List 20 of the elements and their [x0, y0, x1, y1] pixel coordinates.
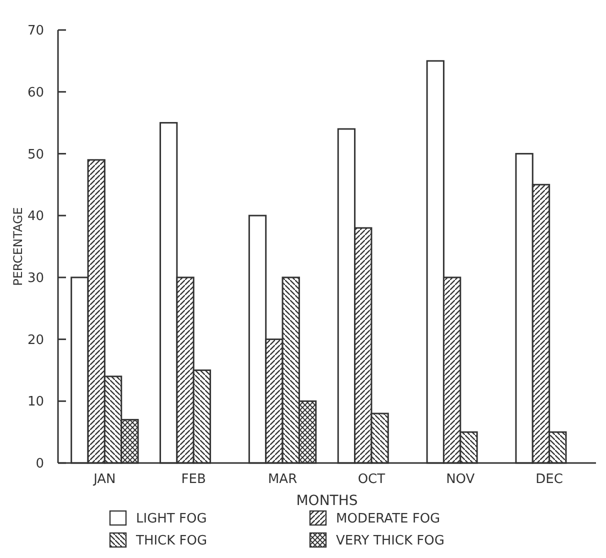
x-axis-title: MONTHS — [296, 493, 358, 509]
legend-label: VERY THICK FOG — [336, 534, 444, 549]
legend-label: THICK FOG — [135, 534, 208, 549]
x-tick-label: OCT — [358, 472, 386, 487]
y-axis-title: PERCENTAGE — [11, 207, 25, 286]
x-tick-label: JAN — [92, 472, 116, 487]
y-tick-label: 20 — [27, 332, 44, 348]
y-tick-label: 60 — [27, 85, 44, 100]
legend-label: LIGHT FOG — [136, 512, 207, 527]
x-tick-label: DEC — [536, 472, 563, 487]
legend-label: MODERATE FOG — [336, 512, 440, 527]
y-tick-label: 30 — [27, 270, 44, 286]
x-tick-label: NOV — [446, 472, 475, 487]
x-tick-label: FEB — [181, 472, 206, 487]
y-tick-label: 50 — [27, 147, 44, 162]
y-tick-label: 70 — [27, 24, 44, 39]
y-tick-label: 0 — [36, 456, 44, 472]
y-tick-label: 40 — [27, 209, 44, 224]
x-tick-label: MAR — [268, 472, 298, 487]
y-tick-label: 10 — [27, 394, 44, 410]
